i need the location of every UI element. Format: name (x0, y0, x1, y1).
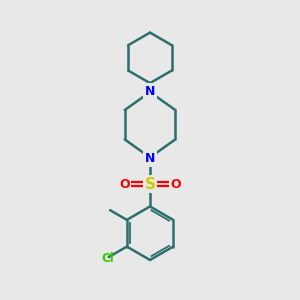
Text: S: S (145, 177, 155, 192)
Text: N: N (145, 152, 155, 164)
Text: Cl: Cl (101, 252, 114, 265)
Text: N: N (145, 85, 155, 98)
Text: O: O (170, 178, 181, 191)
Text: O: O (119, 178, 130, 191)
